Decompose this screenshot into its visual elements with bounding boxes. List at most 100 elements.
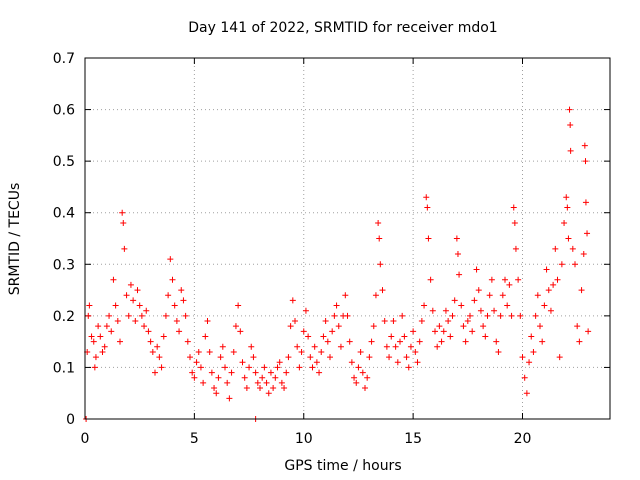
- data-point: [148, 339, 154, 345]
- axis-ticks: [85, 58, 610, 419]
- data-point: [366, 354, 372, 360]
- data-point: [351, 375, 357, 381]
- data-point: [474, 266, 480, 272]
- data-point: [513, 246, 519, 252]
- data-point: [567, 107, 573, 113]
- data-point: [200, 380, 206, 386]
- data-point: [294, 344, 300, 350]
- data-point: [390, 318, 396, 324]
- data-point: [436, 323, 442, 329]
- data-point: [493, 339, 499, 345]
- data-point: [143, 308, 149, 314]
- data-point: [248, 344, 254, 350]
- data-point: [384, 344, 390, 350]
- data-point: [275, 364, 281, 370]
- data-point: [347, 339, 353, 345]
- data-point: [447, 333, 453, 339]
- data-point: [100, 349, 106, 355]
- data-point: [277, 359, 283, 365]
- data-point: [512, 220, 518, 226]
- data-point: [386, 354, 392, 360]
- data-point: [222, 364, 228, 370]
- data-point: [362, 385, 368, 391]
- data-point: [460, 323, 466, 329]
- data-point: [257, 385, 263, 391]
- data-point: [469, 328, 475, 334]
- data-point: [220, 344, 226, 350]
- data-point: [117, 339, 123, 345]
- data-point: [191, 375, 197, 381]
- data-point: [288, 323, 294, 329]
- data-point: [408, 344, 414, 350]
- data-point: [215, 375, 221, 381]
- data-point: [85, 313, 91, 319]
- data-point: [539, 339, 545, 345]
- data-point: [156, 354, 162, 360]
- x-tick-label: 10: [295, 431, 313, 447]
- data-point: [253, 370, 259, 376]
- data-point: [334, 303, 340, 309]
- data-point: [417, 339, 423, 345]
- data-point: [498, 313, 504, 319]
- y-tick-labels: 0 0.1 0.2 0.3 0.4 0.5 0.6 0.7: [53, 51, 75, 428]
- data-point: [130, 297, 136, 303]
- data-point: [231, 349, 237, 355]
- data-point: [576, 339, 582, 345]
- data-point: [161, 333, 167, 339]
- data-point: [423, 194, 429, 200]
- data-point: [526, 359, 532, 365]
- data-point: [229, 370, 235, 376]
- data-point: [467, 313, 473, 319]
- y-tick-label: 0.6: [53, 103, 75, 119]
- data-point: [582, 143, 588, 149]
- data-point: [450, 313, 456, 319]
- data-point: [476, 287, 482, 293]
- data-point: [303, 308, 309, 314]
- data-point: [561, 220, 567, 226]
- data-point: [377, 261, 383, 267]
- data-point: [185, 339, 191, 345]
- data-point: [583, 158, 589, 164]
- data-point: [517, 313, 523, 319]
- data-point: [397, 339, 403, 345]
- data-point: [310, 364, 316, 370]
- data-point: [535, 292, 541, 298]
- data-point: [174, 318, 180, 324]
- x-tick-label: 15: [404, 431, 422, 447]
- data-point: [165, 292, 171, 298]
- data-point: [268, 370, 274, 376]
- x-tick-label: 5: [190, 431, 199, 447]
- data-point: [565, 236, 571, 242]
- data-point: [388, 333, 394, 339]
- data-point: [314, 359, 320, 365]
- data-point: [323, 318, 329, 324]
- data-point: [128, 282, 134, 288]
- data-point: [119, 210, 125, 216]
- data-point: [406, 364, 412, 370]
- data-point: [121, 246, 127, 252]
- data-point: [355, 364, 361, 370]
- data-point: [172, 303, 178, 309]
- data-point: [89, 333, 95, 339]
- data-point: [369, 339, 375, 345]
- data-point: [537, 323, 543, 329]
- data-point: [207, 349, 213, 355]
- y-tick-label: 0.7: [53, 51, 75, 67]
- data-point: [194, 359, 200, 365]
- y-tick-label: 0.4: [53, 206, 75, 222]
- data-point: [244, 385, 250, 391]
- data-point: [124, 292, 130, 298]
- data-point: [568, 148, 574, 154]
- data-point: [434, 344, 440, 350]
- data-point: [108, 328, 114, 334]
- data-point: [530, 349, 536, 355]
- data-point: [283, 370, 289, 376]
- data-point: [132, 318, 138, 324]
- y-tick-label: 0: [66, 412, 75, 428]
- data-point: [211, 385, 217, 391]
- data-point: [546, 287, 552, 293]
- data-point: [487, 292, 493, 298]
- data-point: [110, 277, 116, 283]
- data-point: [445, 318, 451, 324]
- data-point: [522, 375, 528, 381]
